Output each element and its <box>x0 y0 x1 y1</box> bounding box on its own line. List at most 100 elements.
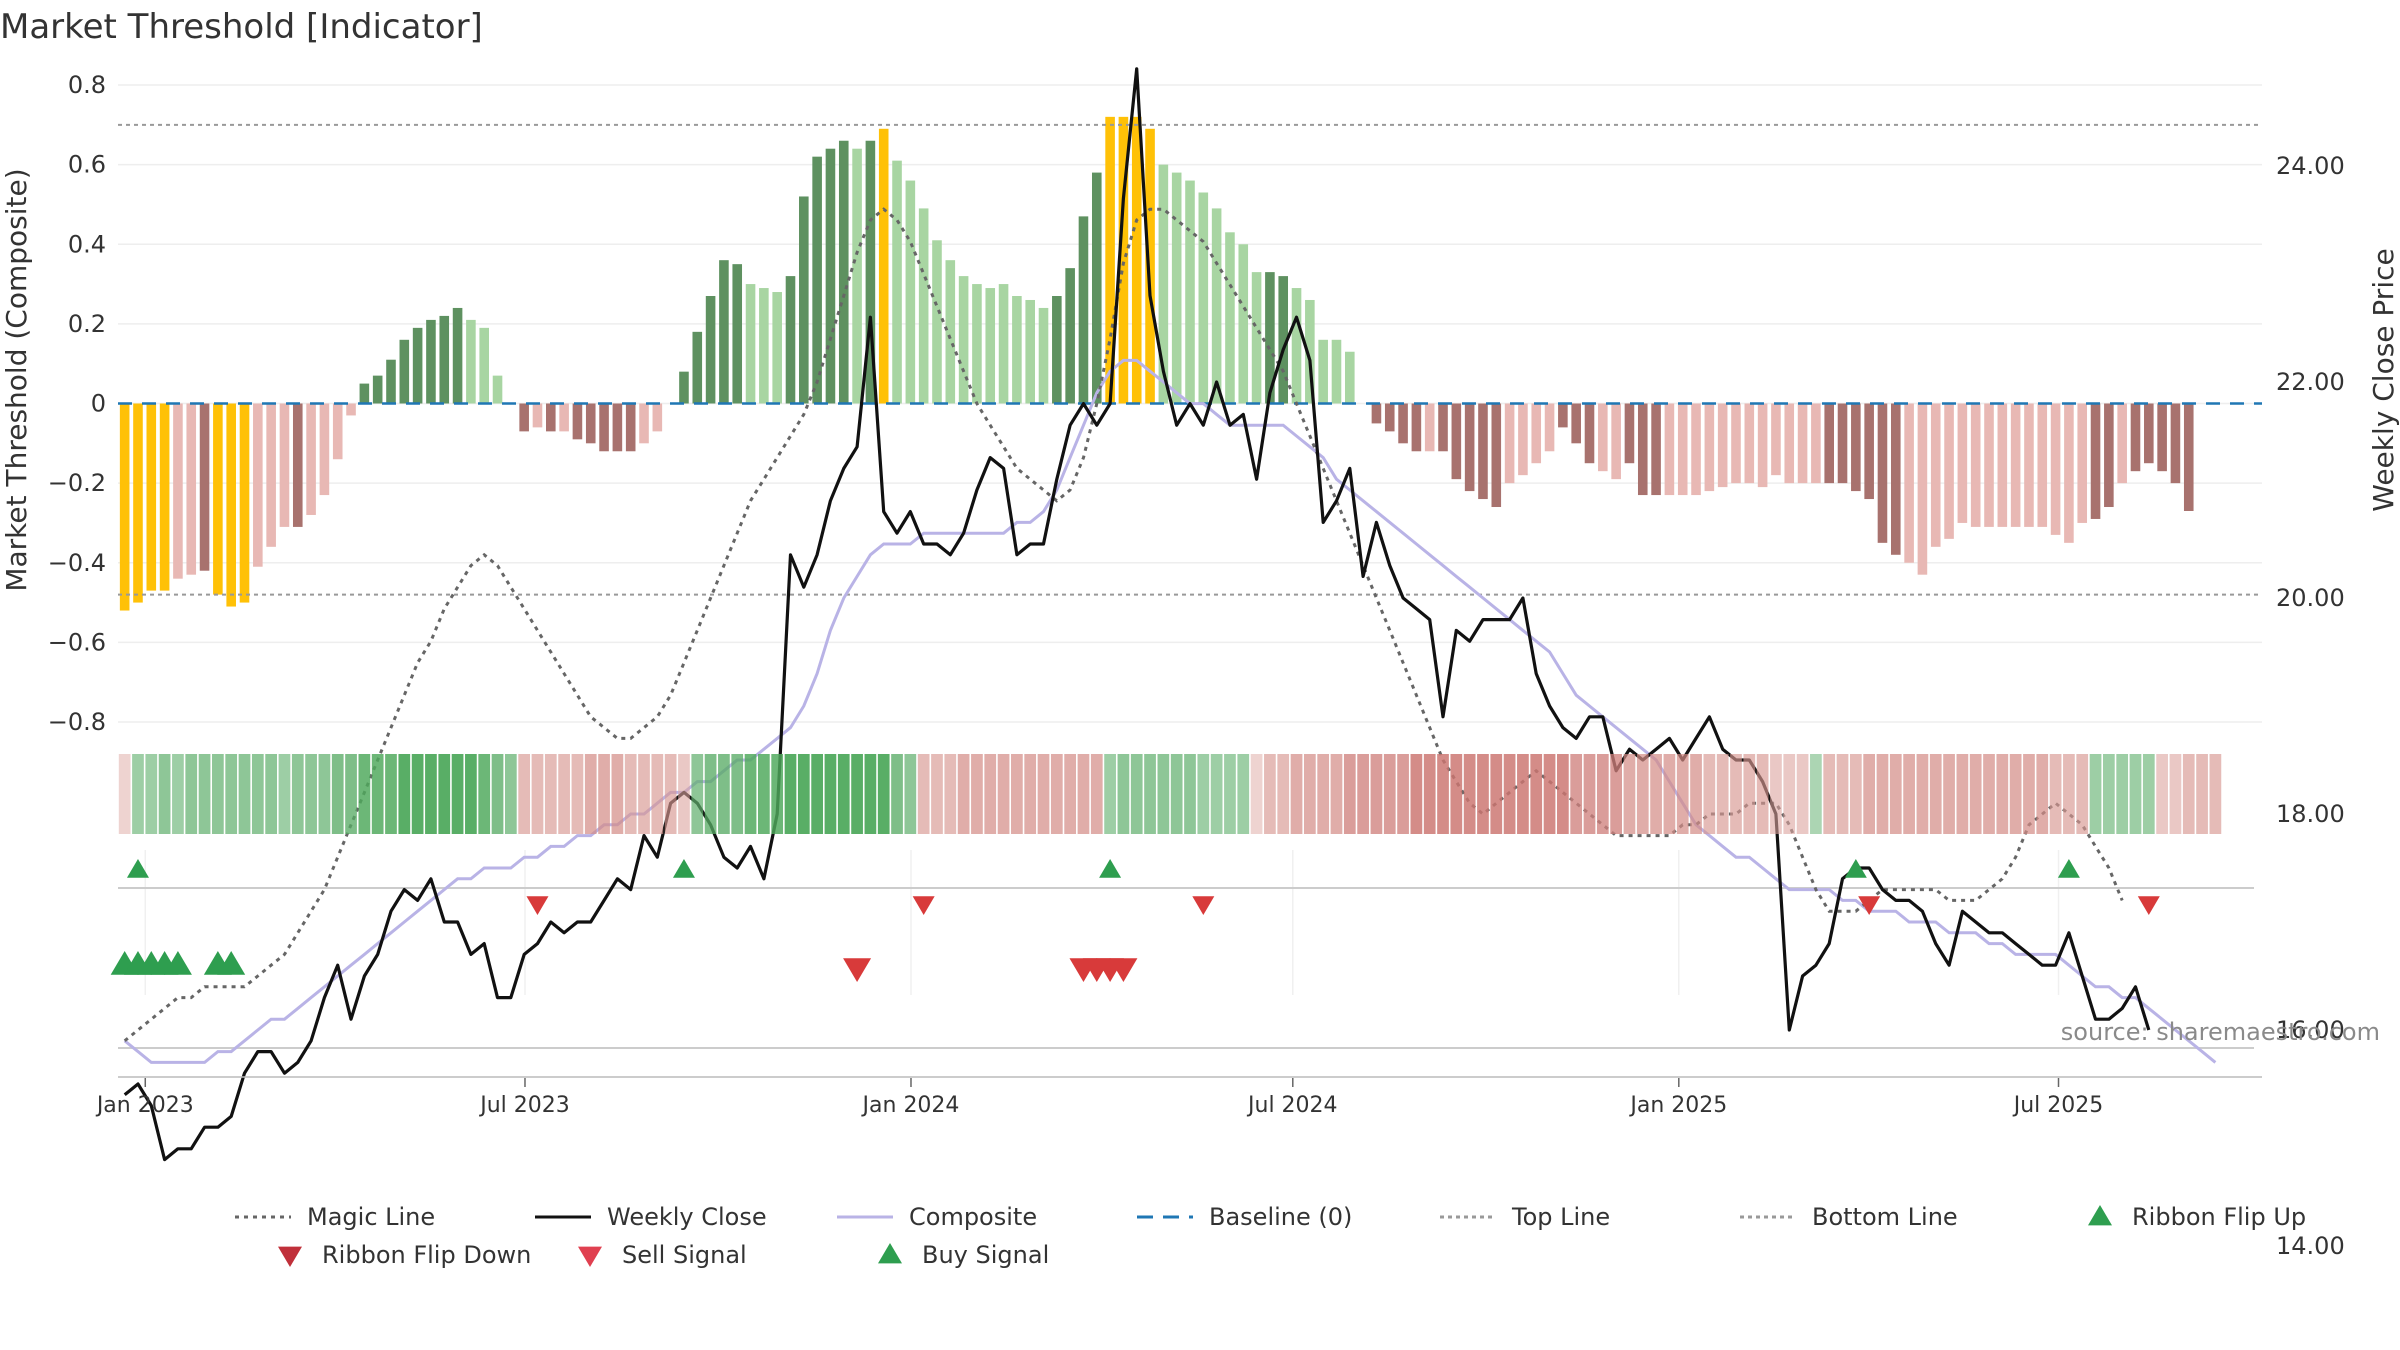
ribbon-segment <box>2023 754 2035 834</box>
composite-bar <box>239 403 250 603</box>
legend-item: Sell Signal <box>578 1241 747 1269</box>
ribbon-segment <box>691 754 704 834</box>
ribbon-segment <box>2182 754 2195 834</box>
composite-bar <box>226 403 236 607</box>
ribbon-segment <box>731 754 744 834</box>
composite-bar <box>652 403 663 432</box>
legend-label: Weekly Close <box>607 1203 767 1231</box>
ribbon-segment <box>1543 754 1556 834</box>
ribbon-segment <box>1823 754 1836 834</box>
composite-bar <box>759 288 769 404</box>
composite-bar <box>452 307 463 404</box>
ribbon-segment <box>1024 754 1037 834</box>
composite-bar <box>1318 339 1328 404</box>
ribbon-segment <box>1863 754 1876 834</box>
ribbon-segment <box>1756 754 1769 834</box>
composite-bar <box>1970 403 1981 527</box>
y-tick-label: −0.8 <box>48 708 106 736</box>
ribbon-segment <box>638 754 650 834</box>
ribbon-segment <box>1317 754 1330 834</box>
composite-bar <box>838 140 849 404</box>
ribbon-segment <box>1184 754 1196 834</box>
y-tick-label: 0.2 <box>68 310 106 338</box>
composite-bar <box>639 403 649 444</box>
ribbon-segment <box>118 754 131 834</box>
legend-label: Magic Line <box>307 1203 435 1231</box>
ribbon-segment <box>1517 754 1529 834</box>
legend-item: Baseline (0) <box>1137 1203 1352 1231</box>
ribbon-segment <box>664 754 677 834</box>
composite-bar <box>1491 403 1502 508</box>
ribbon-segment <box>1144 754 1156 834</box>
ribbon-segment <box>1050 754 1063 834</box>
ribbon-segment <box>1064 754 1077 834</box>
ribbon-segment <box>984 754 997 834</box>
ribbon-segment <box>718 754 730 834</box>
composite-bar <box>159 403 170 591</box>
ribbon-segment <box>797 754 810 834</box>
ribbon-segment <box>411 754 424 834</box>
y-axis-ticks: 0.8 0.6 0.4 0.2 0 −0.2 −0.4 −0.6 −0.8 <box>48 71 106 736</box>
composite-bar <box>1717 403 1728 488</box>
ribbon-segment <box>1450 754 1463 834</box>
ribbon-flip-down-marker <box>526 896 549 915</box>
ribbon-segment <box>158 754 171 834</box>
legend-item: Top Line <box>1440 1203 1610 1231</box>
ribbon-segment <box>2063 754 2075 834</box>
ribbon-flip-markers <box>126 859 2160 915</box>
composite-bar <box>386 359 396 404</box>
ribbon-segment <box>1224 754 1236 834</box>
chart-title: Market Threshold [Indicator] <box>0 7 483 47</box>
composite-bar <box>599 403 609 452</box>
composite-bar <box>679 371 689 404</box>
y2-tick-label: 20.00 <box>2276 584 2345 612</box>
ribbon-segment <box>1570 754 1583 834</box>
ribbon-segment <box>1330 754 1343 834</box>
ribbon-segment <box>957 754 970 834</box>
composite-bar <box>426 319 436 404</box>
y2-tick-label: 22.00 <box>2276 368 2345 396</box>
y-tick-label: 0.6 <box>68 151 106 179</box>
y-tick-label: −0.2 <box>48 469 106 497</box>
composite-bar <box>1185 180 1195 404</box>
ribbon-segment <box>1996 754 2009 834</box>
composite-bar <box>1771 403 1781 476</box>
ribbon-flip-down-marker <box>1192 896 1215 915</box>
composite-bar <box>932 240 942 404</box>
composite-bar <box>1265 272 1275 404</box>
ribbon-segment <box>611 754 624 834</box>
composite-bar <box>412 327 423 404</box>
ribbon-segment <box>651 754 664 834</box>
ribbon-segment <box>704 754 717 834</box>
composite-bar <box>958 276 969 404</box>
y-axis-title: Market Threshold (Composite) <box>0 168 33 591</box>
ribbon-flip-up-marker <box>126 859 149 878</box>
ribbon-segment <box>1743 754 1756 834</box>
ribbon-segment <box>917 754 930 834</box>
ribbon-segment <box>1250 754 1263 834</box>
ribbon-segment <box>931 754 943 834</box>
composite-line <box>123 358 2217 1064</box>
composite-bar <box>812 156 822 404</box>
ribbon-segment <box>1290 754 1303 834</box>
composite-bar <box>1065 268 1075 404</box>
composite-bar <box>998 284 1009 404</box>
ribbon-segment <box>425 754 437 834</box>
composite-bar <box>2010 403 2021 527</box>
legend-item: Buy Signal <box>878 1241 1049 1269</box>
y-tick-label: 0.4 <box>68 230 106 258</box>
composite-bar <box>945 260 956 404</box>
ribbon-segment <box>904 754 917 834</box>
ribbon-segment <box>837 754 850 834</box>
ribbon-segment <box>624 754 637 834</box>
ribbon-segment <box>1730 754 1742 834</box>
composite-bar <box>1078 216 1089 404</box>
weekly-close-line <box>123 67 2151 1162</box>
legend-label: Ribbon Flip Up <box>2132 1203 2306 1231</box>
composite-bar <box>785 276 796 404</box>
ribbon-segment <box>1810 754 1822 834</box>
composite-bar <box>1677 403 1688 496</box>
ribbon-segment <box>1011 754 1023 834</box>
ribbon-segment <box>1423 754 1436 834</box>
ribbon-segment <box>1690 754 1702 834</box>
